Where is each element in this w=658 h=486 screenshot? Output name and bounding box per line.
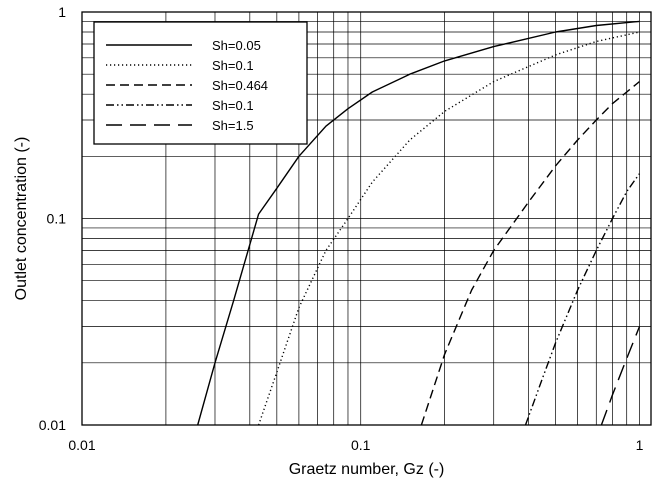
plot-frame [81,11,652,426]
series-line-2 [257,31,640,426]
legend: Sh=0.05 Sh=0.1 Sh=0.464 Sh=0.1 Sh=1.5 [93,21,308,145]
series-layer [197,20,641,426]
y-tick-label: 0.01 [39,417,66,433]
tick-labels: 0.01 0.1 1 0.01 0.1 1 [39,4,644,453]
legend-label: Sh=0.464 [212,78,268,93]
x-axis-title: Graetz number, Gz (-) [289,461,445,478]
y-tick-label: 1 [58,4,66,20]
x-tick-label: 1 [636,437,644,453]
series-line-1 [197,20,640,426]
y-tick-label: 0.1 [47,211,67,227]
x-tick-label: 0.01 [68,437,95,453]
series-line-4 [524,173,641,426]
x-tick-label: 0.1 [351,437,371,453]
legend-box [93,21,308,145]
series-line-3 [420,81,640,426]
legend-label: Sh=0.1 [212,98,254,113]
legend-label: Sh=1.5 [212,118,254,133]
grid [82,12,651,425]
y-axis-title: Outlet concentration (-) [13,137,30,301]
legend-label: Sh=0.05 [212,38,261,53]
series-line-5 [600,326,641,426]
legend-label: Sh=0.1 [212,58,254,73]
